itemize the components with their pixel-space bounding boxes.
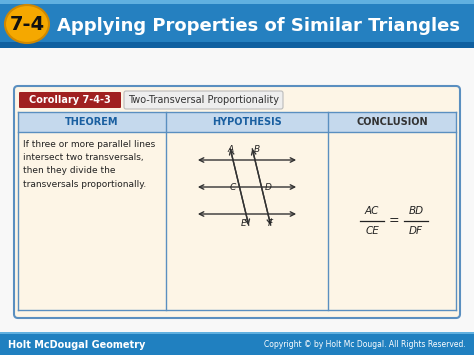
Text: DF: DF: [409, 226, 423, 236]
FancyBboxPatch shape: [19, 92, 121, 108]
Text: B: B: [254, 145, 260, 154]
Text: C: C: [230, 182, 236, 191]
Text: 7-4: 7-4: [9, 16, 45, 34]
Bar: [0, 42, 474, 48]
Text: Copyright © by Holt Mc Dougal. All Rights Reserved.: Copyright © by Holt Mc Dougal. All Right…: [264, 340, 466, 349]
Text: Two-Transversal Proportionality: Two-Transversal Proportionality: [128, 95, 279, 105]
Bar: [0, 0, 474, 48]
FancyBboxPatch shape: [124, 91, 283, 109]
Bar: [0, 332, 474, 334]
FancyBboxPatch shape: [14, 86, 460, 318]
Text: E: E: [241, 219, 247, 228]
Text: =: =: [389, 214, 399, 228]
Bar: [0, 0, 474, 4]
Text: BD: BD: [409, 206, 424, 216]
Text: HYPOTHESIS: HYPOTHESIS: [212, 117, 282, 127]
Text: AC: AC: [365, 206, 379, 216]
Text: Applying Properties of Similar Triangles: Applying Properties of Similar Triangles: [57, 17, 460, 35]
Bar: [0, 332, 474, 355]
Text: THEOREM: THEOREM: [65, 117, 119, 127]
Bar: [0, 0, 474, 48]
Text: CE: CE: [365, 226, 379, 236]
Text: D: D: [265, 182, 272, 191]
Text: A: A: [228, 145, 234, 154]
Text: Holt McDougal Geometry: Holt McDougal Geometry: [8, 339, 146, 350]
Text: CONCLUSION: CONCLUSION: [356, 117, 428, 127]
Ellipse shape: [5, 5, 49, 43]
Bar: [18, 112, 456, 132]
Text: If three or more parallel lines
intersect two transversals,
then they divide the: If three or more parallel lines intersec…: [23, 140, 155, 189]
Text: Corollary 7-4-3: Corollary 7-4-3: [29, 95, 111, 105]
Bar: [0, 48, 474, 332]
Text: F: F: [267, 219, 273, 228]
